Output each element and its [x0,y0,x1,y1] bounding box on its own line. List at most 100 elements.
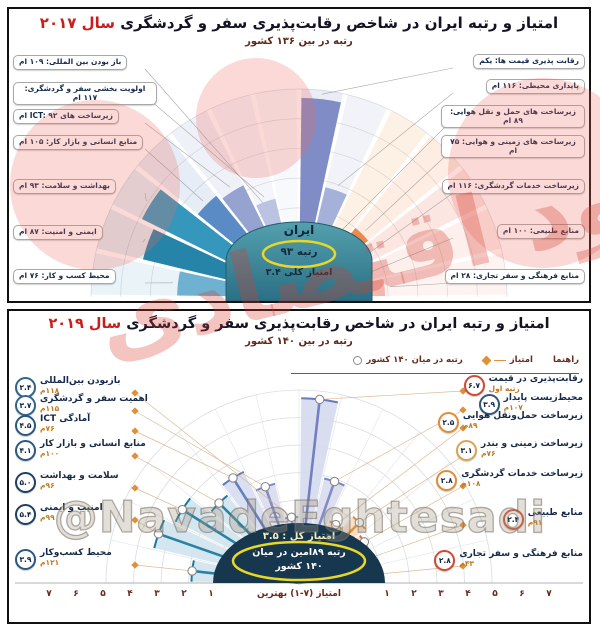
axis-title: امتیاز (۷-۱) بهترین [257,589,341,599]
indicator-item-2019: ۳.۹ محیط‌زیست پایدار ۱۰۷م [478,393,583,415]
indicator-rank: ۹۶م [40,481,55,491]
indicator-label: زیرساخت حمل‌ونقل هوایی [462,411,583,421]
pillar-label-2017: رقابت پذیری قیمت ها: یکم [473,54,585,69]
indicator-item-2019: ۵.۴ امنیت و ایمنی ۹۹م [15,503,103,525]
indicator-label: رقابت‌پذیری در قیمت [488,374,583,384]
panel-2017-subtitle: رتبه در بین ۱۳۶ کشور [245,36,353,47]
indicator-item-2019: ۲.۵ زیرساخت حمل‌ونقل هوایی ۸۹م [437,411,583,433]
score-diamond-icon [481,355,492,365]
score-badge: ۲.۸ [434,550,456,571]
pillar-label-2017: محیط کسب و کار: ۷۶ ام [13,269,116,284]
axis-tick: ۱ [208,589,214,599]
axis-tick: ۴ [465,589,471,599]
indicator-item-2019: ۳.۷ اهمیت سفر و گردشگری ۱۱۵م [15,394,148,416]
panel-2017: امتیاز و رتبه ایران در شاخص رقابت‌پذیری … [7,7,591,303]
fan-chart-2017 [90,67,508,301]
indicator-label: بازبودن بین‌المللی [40,376,121,386]
indicator-rank: ۱۰۸م [461,479,481,489]
legend-guide-text: راهنما [552,355,579,365]
pillar-label-2017: اولویت بخشی سفر و گردشگری: ۱۱۷ ام [13,82,157,106]
pillar-label-2017: ایمنی و امنیت: ۸۷ ام [13,225,103,240]
indicator-rank: ۱۲۱م [40,558,60,568]
indicator-item-2019: ۲.۸ منابع فرهنگی و سفر تجاری ۴۳م [434,549,583,571]
pillar-label-2017: زیرساخت خدمات گردشگری: ۱۱۶ ام [441,179,585,194]
score-badge: ۴.۱ [15,440,36,461]
score-badge: ۴.۵ [15,415,36,436]
pillar-label-2017: منابع فرهنگی و سفر تجاری: ۲۸ ام [444,269,585,284]
panel-2019: امتیاز و رتبه ایران در شاخص رقابت‌پذیری … [7,309,591,624]
indicator-rank: ۱۰۰م [40,449,60,459]
overall-rank-2019-line2: ۱۴۰ کشور [275,561,323,572]
axis-tick: ۵ [100,589,106,599]
rank-marker-icon [353,355,363,365]
indicator-label: منابع طبیعی [527,508,583,518]
overall-rank-2019-line1: رتبه ۸۹امین در میان [252,547,346,558]
legend-guide-label: راهنما [553,355,579,365]
axis-tick: ۷ [546,589,552,599]
indicator-label: آمادگی ICT [40,414,91,424]
indicator-item-2019: ۲.۴ منابع طبیعی ۹۱م [502,508,583,530]
indicator-rank: ۷۶م [40,424,55,434]
score-badge: ۵.۴ [15,504,36,525]
indicator-rank: ۷۶م [480,449,496,459]
pillar-label-2017: زیرساخت های ICT: ۹۲ ام [13,109,119,124]
indicator-rank: ۱۰۷م [503,403,523,413]
axis-tick: ۶ [519,589,525,599]
panel-2017-title-text: امتیاز و رتبه ایران در شاخص رقابت‌پذیری … [120,14,559,32]
indicator-item-2019: ۲.۴ بازبودن بین‌المللی ۱۱۸م [15,376,121,398]
panel-2019-title: امتیاز و رتبه ایران در شاخص رقابت‌پذیری … [9,316,589,332]
indicator-rank: ۹۹م [40,513,55,523]
axis-tick: ۲ [411,589,417,599]
pillar-label-2017: زیرساخت های زمینی و هوایی: ۷۵ ام [441,135,585,159]
indicator-label: سلامت و بهداشت [40,471,119,481]
axis-tick: ۴ [127,589,133,599]
panel-2019-subtitle: رتبه در بین ۱۴۰ کشور [245,336,353,347]
indicator-item-2019: ۴.۵ آمادگی ICT ۷۶م [15,414,91,436]
overall-rank-2017: رتبه ۹۳ [280,246,318,258]
axis-tick: ۷ [46,589,52,599]
pillar-label-2017: منابع طبیعی: ۱۰۰ ام [496,224,585,239]
indicator-label: منابع انسانی و بازار کار [40,439,146,449]
score-badge: ۵.۰ [15,472,36,493]
score-badge: ۲.۴ [502,509,524,530]
legend-underline [291,373,579,374]
score-badge: ۳.۹ [478,394,500,415]
panel-2019-title-text: امتیاز و رتبه ایران در شاخص رقابت‌پذیری … [126,316,550,332]
score-badge: ۲.۸ [436,470,458,491]
indicator-label: امنیت و ایمنی [40,503,103,513]
indicator-item-2019: ۳.۱ زیرساخت زمینی و بندر ۷۶م [455,439,583,461]
indicator-rank: ۱۱۵م [40,404,60,414]
indicator-rank: ۴۳م [459,559,475,569]
center-dome-text-2017: ایران رتبه ۹۳ امتیاز کلی ۳.۴ [209,223,389,278]
overall-score-2017: امتیاز کلی ۳.۴ [265,267,333,278]
score-badge: ۶.۷ [463,375,485,396]
axis-tick: ۵ [492,589,498,599]
fan-chart-2019 [15,387,583,585]
indicator-label: محیط‌زیست پایدار [503,393,583,403]
indicator-item-2019: ۵.۰ سلامت و بهداشت ۹۶م [15,471,119,493]
pillar-label-2017: بهداشت و سلامت: ۹۳ ام [13,179,116,194]
axis-tick: ۲ [181,589,187,599]
indicator-label: اهمیت سفر و گردشگری [40,394,148,404]
indicator-rank: ۹۱م [527,518,543,528]
score-badge: ۳.۹ [15,549,36,570]
center-dome-text-2019: امتیاز کل : ۳.۵ رتبه ۸۹امین در میان ۱۴۰ … [209,531,389,572]
legend-rank-label: رتبه در میان ۱۴۰ کشور [366,355,463,365]
indicator-label: زیرساخت زمینی و بندر [480,439,583,449]
indicator-rank: ۸۹م [462,421,478,431]
country-name: ایران [283,223,315,237]
panel-2017-title-year: سال ۲۰۱۷ [39,14,116,32]
indicator-item-2019: ۳.۹ محیط کسب‌وکار ۱۲۱م [15,548,112,570]
score-badge: ۲.۵ [437,412,459,433]
indicator-label: منابع فرهنگی و سفر تجاری [459,549,583,559]
legend-score-label: امتیاز [509,355,533,365]
score-line-icon [493,359,506,361]
indicator-item-2019: ۶.۷ رقابت‌پذیری در قیمت رتبه اول [463,374,583,396]
indicator-item-2019: ۴.۱ منابع انسانی و بازار کار ۱۰۰م [15,439,146,461]
axis-tick: ۳ [154,589,160,599]
pillar-label-2017: منابع انسانی و بازار کار: ۱۰۵ ام [13,135,144,150]
pillar-label-2017: پایداری محیطی: ۱۱۶ ام [485,79,585,94]
indicator-label: زیرساخت خدمات گردشگری [461,469,583,479]
indicator-rank: رتبه اول [488,384,520,394]
chart-legend: رتبه در میان ۱۴۰ کشور امتیاز راهنما [353,355,579,365]
